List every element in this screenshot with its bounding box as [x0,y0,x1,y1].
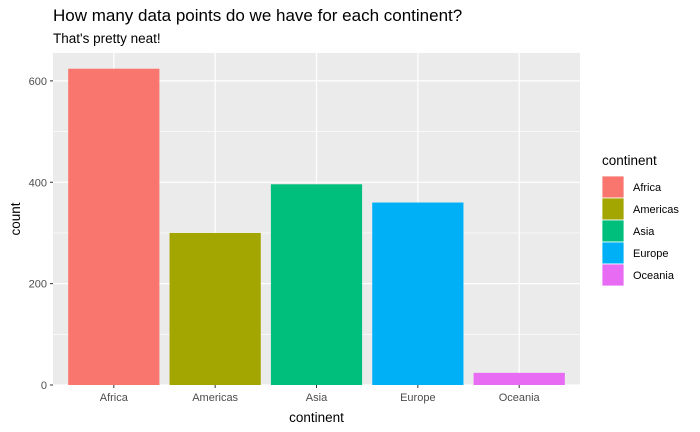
legend-key-europe [601,241,625,265]
bar-oceania [473,372,565,385]
x-tick-label: Americas [192,392,238,404]
legend: continent Africa Americas Asia Europe Oceani… [601,153,679,287]
legend-key-asia [601,219,625,243]
legend-key-oceania [601,263,625,287]
y-tick-label: 600 [29,76,47,88]
chart-title: How many data points do we have for each… [53,6,463,25]
y-axis: 0 200 400 600 [29,76,53,392]
bar-africa [68,68,160,385]
bar-americas [169,232,261,385]
legend-label: Asia [633,226,655,238]
x-axis-title: continent [289,410,344,425]
bar-asia [270,184,363,385]
y-tick-label: 0 [41,380,47,392]
x-tick-label: Europe [400,392,435,404]
legend-key-africa [601,175,625,199]
legend-label: Oceania [633,270,675,282]
legend-label: Africa [633,182,662,194]
x-tick-label: Asia [306,392,328,404]
chart-subtitle: That's pretty neat! [53,31,161,46]
y-tick-label: 200 [29,279,47,291]
bars [68,68,565,385]
x-tick-label: Oceania [499,392,541,404]
x-axis: Africa Americas Asia Europe Oceania [100,385,541,404]
legend-label: Europe [633,248,668,260]
y-tick-label: 400 [29,177,47,189]
legend-label: Americas [633,204,679,216]
bar-europe [372,202,464,385]
legend-key-americas [601,197,625,221]
legend-title: continent [602,153,657,168]
x-tick-label: Africa [100,392,129,404]
y-axis-title: count [8,202,23,235]
